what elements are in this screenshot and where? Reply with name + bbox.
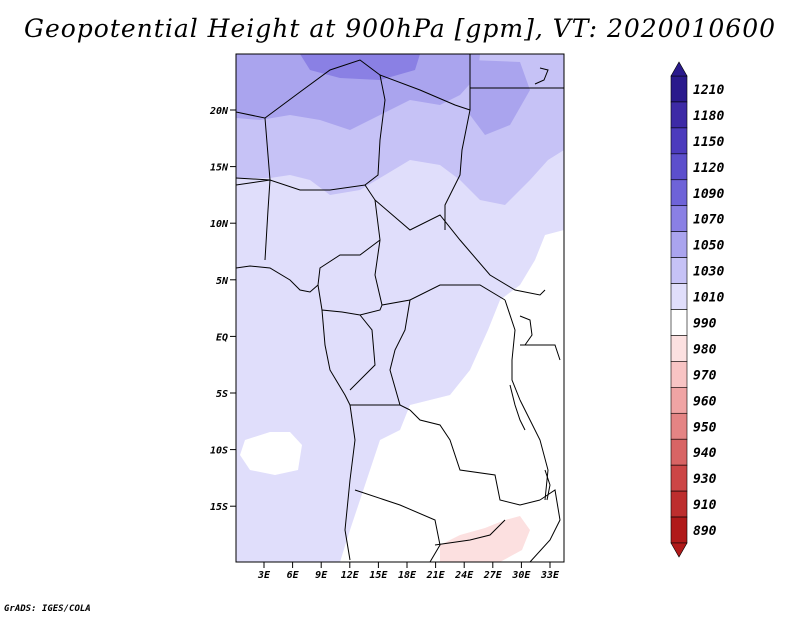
colorbar-label: 1010	[693, 291, 724, 306]
lon-tick-label: 6E	[287, 570, 300, 581]
border-path	[409, 409, 541, 506]
border-path	[374, 199, 546, 296]
colorbar-segment	[670, 490, 688, 518]
colorbar-segment	[670, 179, 688, 207]
border-path	[389, 299, 411, 406]
lake-victoria	[519, 315, 533, 346]
colorbar-label: 990	[693, 316, 717, 331]
colorbar-label: 1090	[693, 187, 724, 202]
lat-tick-label: 15N	[210, 163, 229, 174]
region-1050-1070	[236, 54, 480, 130]
colorbar-segment	[670, 464, 688, 492]
border-path	[354, 489, 441, 562]
lat-tick-label: 10S	[210, 446, 228, 457]
coastline	[534, 67, 549, 85]
lat-tick-label: EQ	[216, 332, 228, 343]
lat-tick-label: 10N	[210, 219, 229, 230]
borders	[236, 54, 564, 562]
lat-tick-label: 5S	[216, 389, 228, 400]
border-path	[379, 74, 471, 111]
colorbar-label: 960	[693, 394, 717, 409]
height-fill	[236, 54, 564, 562]
lat-tick-label: 5N	[216, 276, 229, 287]
colorbar-label: 910	[693, 498, 717, 513]
colorbar-label: 1050	[693, 239, 724, 254]
colorbar-label: 980	[693, 342, 717, 357]
colorbar-segment	[670, 231, 688, 258]
colorbar-segment	[670, 361, 688, 388]
colorbar-label: 1180	[693, 109, 724, 124]
border-path	[519, 399, 549, 501]
region-990-1010	[340, 230, 564, 562]
colorbar-segment	[670, 438, 688, 466]
colorbar-segment	[670, 127, 688, 155]
colorbar-label: 890	[693, 524, 717, 539]
colorbar-label: 1120	[693, 161, 724, 176]
colorbar-label: 1070	[693, 213, 724, 228]
colorbar-segment	[670, 257, 688, 284]
border-path	[444, 54, 471, 230]
border-path	[520, 344, 561, 361]
colorbar-segment	[670, 516, 688, 544]
colorbar-segment	[670, 101, 688, 129]
colorbar-label: 970	[693, 368, 717, 383]
colorbar-segment	[670, 335, 688, 362]
border-path	[504, 299, 521, 401]
colorbar-label: 940	[693, 446, 717, 461]
lat-tick-label: 20N	[209, 106, 229, 117]
coastline	[236, 265, 319, 293]
lon-tick-label: 15E	[369, 570, 388, 581]
region-1070-1090	[300, 54, 420, 80]
credit-label: GrADS: IGES/COLA	[4, 604, 91, 614]
latitude-axis: 20N 15N 10N 5N EQ 5S 10S 15S	[209, 106, 236, 513]
lon-tick-label: 21E	[426, 570, 446, 581]
lon-tick-label: 30E	[511, 570, 531, 581]
lon-tick-label: 18E	[398, 570, 417, 581]
lon-tick-label: 9E	[315, 570, 328, 581]
colorbar-segment	[670, 412, 688, 440]
lon-tick-label: 33E	[540, 570, 560, 581]
colorbar-bottom-arrow	[670, 542, 688, 558]
border-path	[264, 179, 271, 261]
lat-tick-label: 15S	[210, 502, 228, 513]
longitude-axis: 3E 6E 9E 12E 15E 18E 21E 24E 27E 30E 33E	[257, 562, 560, 581]
colorbar-segment	[670, 387, 688, 414]
lon-tick-label: 12E	[341, 570, 360, 581]
colorbar-segment	[670, 309, 688, 336]
lon-tick-label: 3E	[257, 570, 271, 581]
map-frame	[235, 53, 565, 563]
colorbar: 1210 1180 1150 1120 1090 1070 1050 1030 1010 990 9…	[670, 61, 724, 558]
colorbar-label: 950	[693, 420, 717, 435]
colorbar-segment	[670, 153, 688, 181]
border-path	[434, 519, 506, 546]
colorbar-segment	[670, 205, 688, 232]
page-title: Geopotential Height at 900hPa [gpm], VT:…	[23, 14, 777, 43]
colorbar-top-arrow	[670, 61, 688, 77]
region-1050-1070-east	[470, 60, 530, 135]
lon-tick-label: 24E	[454, 570, 474, 581]
colorbar-label: 1210	[693, 83, 724, 98]
coastline	[344, 404, 356, 561]
border-path	[236, 111, 271, 181]
colorbar-label: 1150	[693, 135, 724, 150]
colorbar-label: 1030	[693, 265, 724, 280]
colorbar-segment	[670, 75, 688, 103]
colorbar-segment	[670, 283, 688, 310]
colorbar-label: 930	[693, 472, 717, 487]
border-path	[349, 314, 376, 391]
lake-tanganyika	[509, 384, 526, 431]
lake-malawi	[544, 469, 551, 501]
region-990-1010-west	[240, 432, 302, 475]
region-980-990	[440, 516, 530, 562]
border-path	[317, 239, 381, 286]
lon-tick-label: 27E	[483, 570, 503, 581]
border-path	[529, 489, 561, 562]
border-path	[317, 284, 383, 316]
